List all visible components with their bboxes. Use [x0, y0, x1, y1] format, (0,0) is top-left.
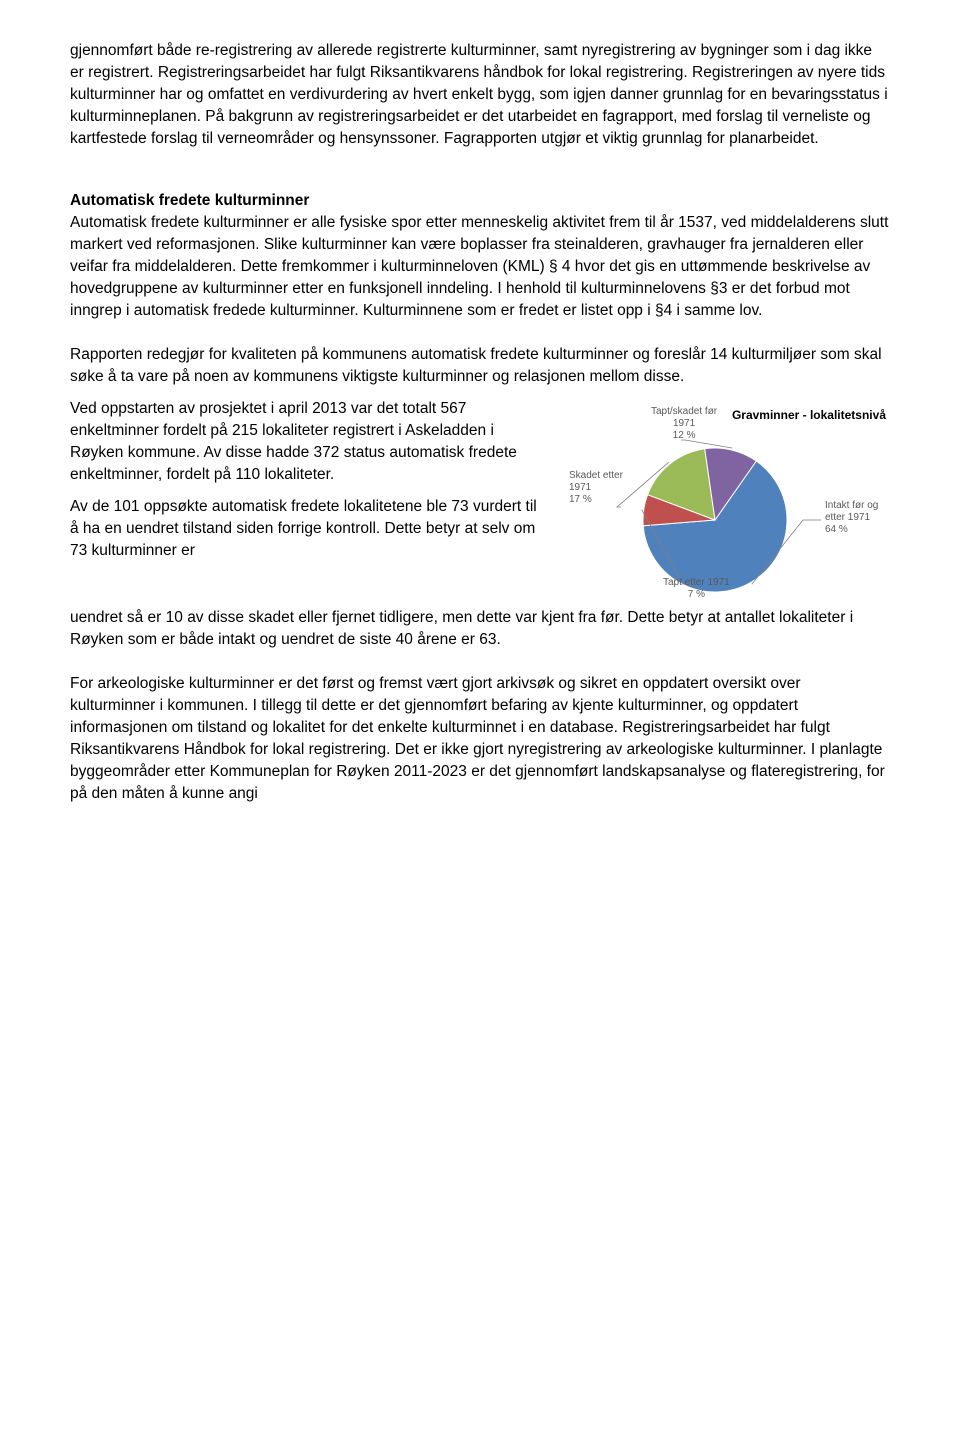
- pie-slice-label: Tapt etter 19717 %: [663, 577, 730, 601]
- paragraph-6: For arkeologiske kulturminner er det før…: [70, 673, 890, 805]
- paragraph-2: Automatisk fredete kulturminner er alle …: [70, 212, 890, 322]
- paragraph-1: gjennomført både re-registrering av alle…: [70, 40, 890, 150]
- pie-chart-gravminner: Gravminner - lokalitetsnivå Intakt før o…: [555, 402, 890, 607]
- pie-slice-label: Intakt før ogetter 197164 %: [825, 500, 878, 536]
- document-page: gjennomført både re-registrering av alle…: [0, 0, 960, 845]
- paragraph-5-bottom: uendret så er 10 av disse skadet eller f…: [70, 607, 890, 651]
- section-automatisk-fredete: Automatisk fredete kulturminner Automati…: [70, 190, 890, 322]
- paragraph-3: Rapporten redegjør for kvaliteten på kom…: [70, 344, 890, 388]
- para4-left: Ved oppstarten av prosjektet i april 201…: [70, 398, 539, 562]
- pie-slice-label: Skadet etter197117 %: [569, 470, 623, 506]
- paragraph-5-top: Av de 101 oppsøkte automatisk fredete lo…: [70, 496, 539, 562]
- pie-slice-label: Tapt/skadet før197112 %: [651, 406, 717, 442]
- para4-chart-row: Ved oppstarten av prosjektet i april 201…: [70, 398, 890, 607]
- paragraph-4: Ved oppstarten av prosjektet i april 201…: [70, 398, 539, 486]
- heading-automatisk-fredete: Automatisk fredete kulturminner: [70, 190, 890, 212]
- chart-title: Gravminner - lokalitetsnivå: [732, 408, 886, 422]
